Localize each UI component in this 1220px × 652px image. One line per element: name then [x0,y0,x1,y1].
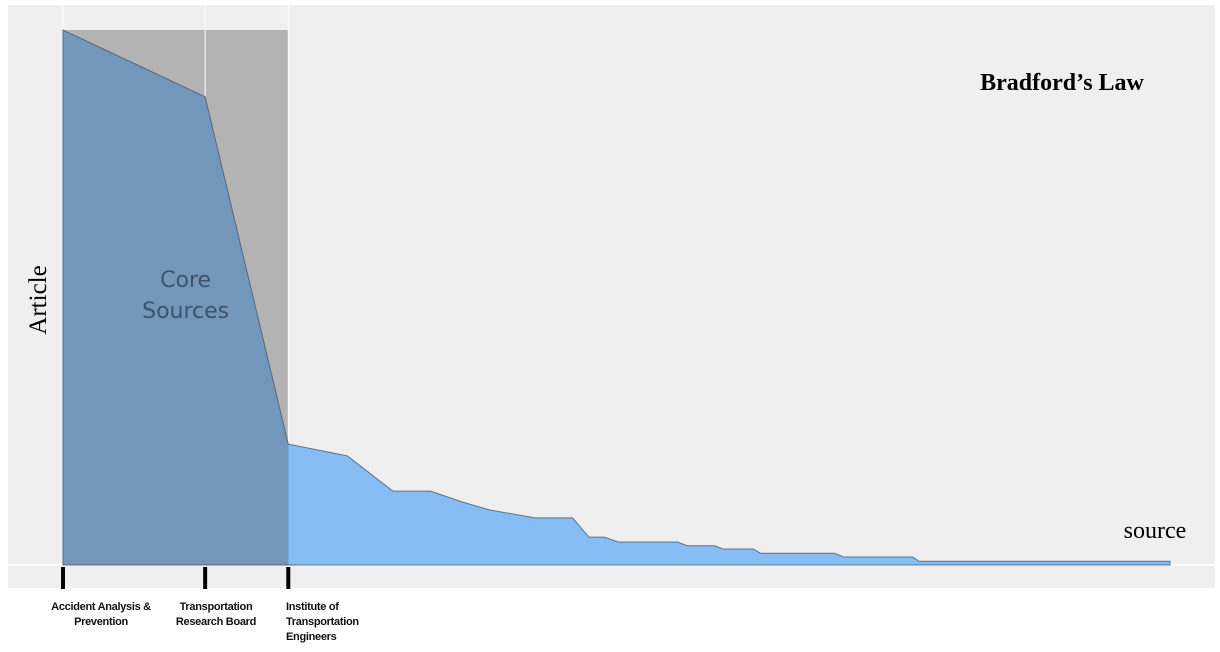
annotation: Core Sources [142,268,230,324]
y-axis-label: Article [25,265,52,334]
area [62,29,1171,566]
x-tick-label: Institute of Transportation Engineers [286,601,359,643]
x-axis-label: source [1124,518,1187,544]
x-tick-label: Accident Analysis & Prevention [51,601,151,628]
chart-title: Bradford’s Law [980,70,1144,96]
x-tick-label: Transportation Research Board [175,601,257,628]
